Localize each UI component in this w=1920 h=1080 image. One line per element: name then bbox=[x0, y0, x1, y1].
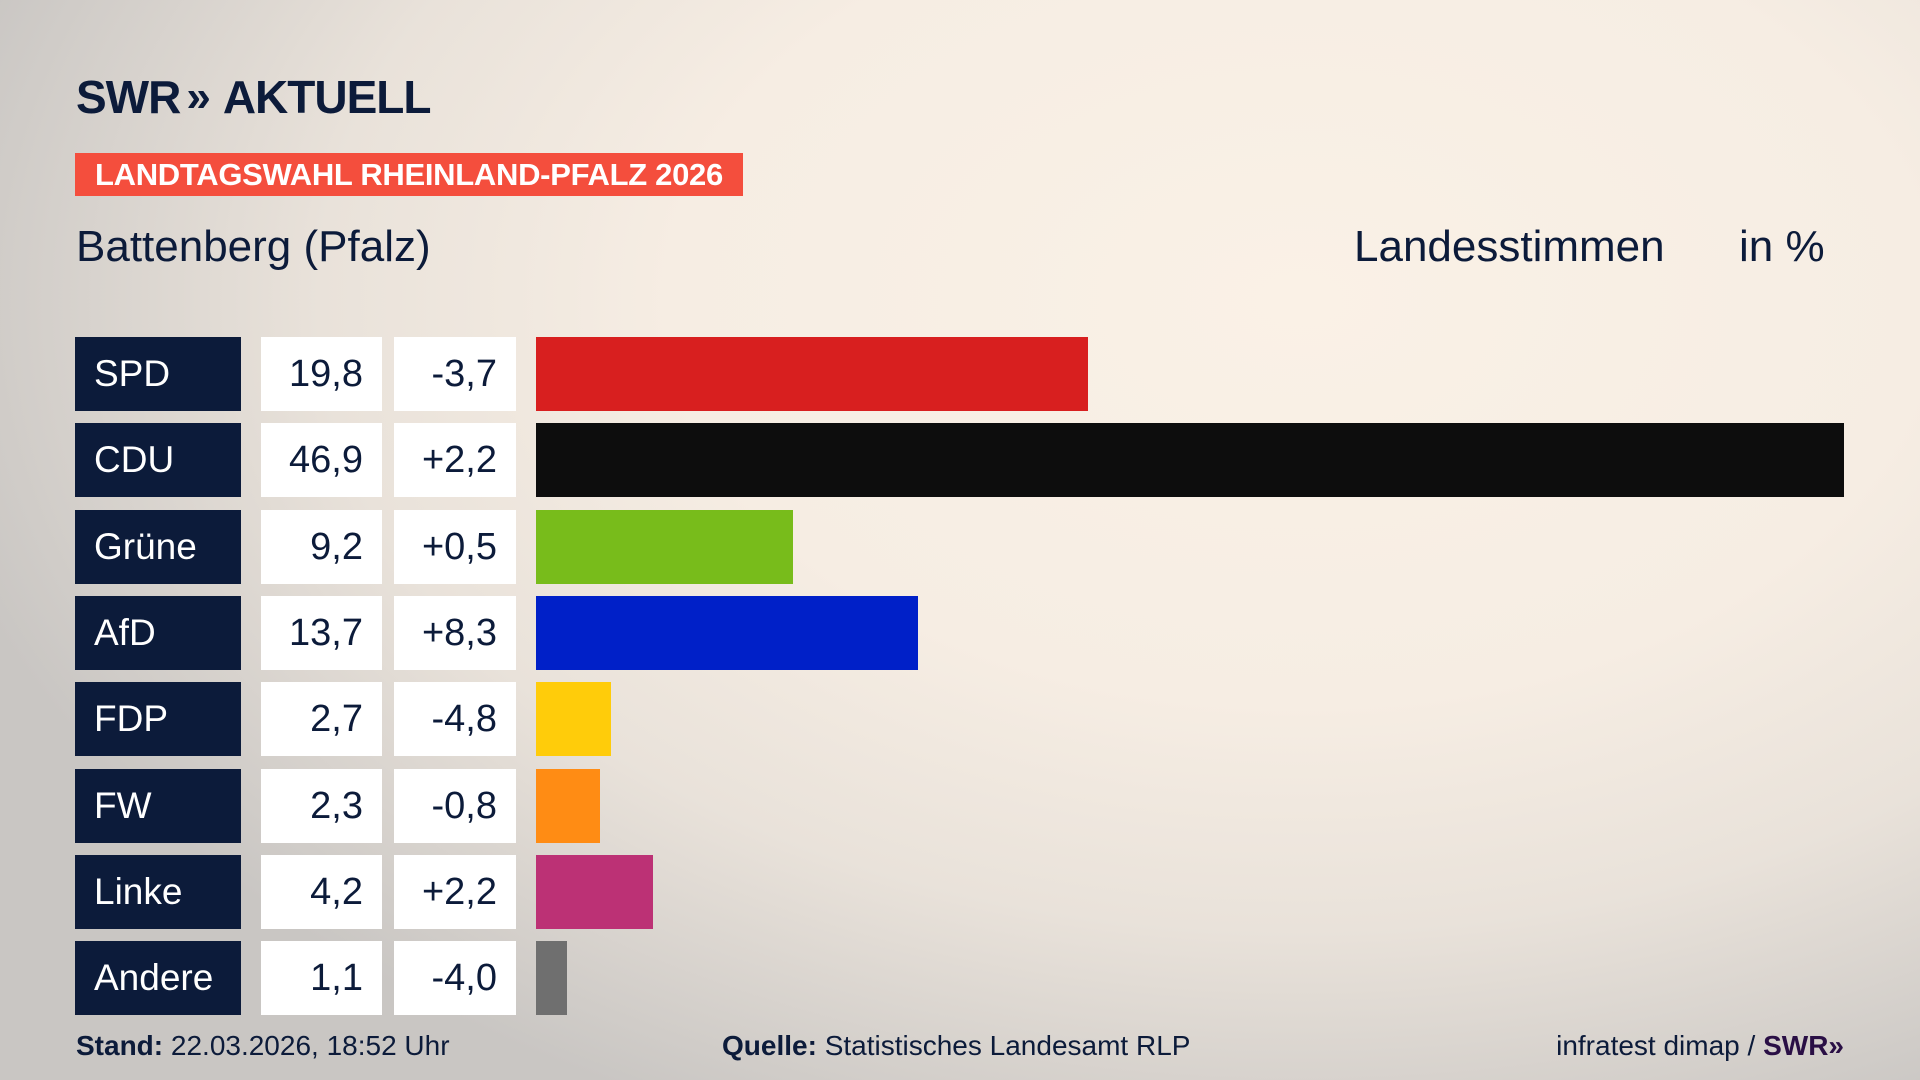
region-title: Battenberg (Pfalz) bbox=[76, 222, 431, 271]
vote-share: 13,7 bbox=[261, 595, 382, 670]
party-label: FW bbox=[75, 768, 241, 843]
vote-change: +2,2 bbox=[394, 854, 516, 929]
party-label: Andere bbox=[75, 941, 241, 1016]
logo-chevron-icon: » bbox=[186, 72, 211, 121]
logo-aktuell: AKTUELL bbox=[222, 71, 432, 123]
source-label: Quelle: bbox=[722, 1030, 817, 1061]
vote-change: +8,3 bbox=[394, 595, 516, 670]
result-row: FW 2,3 -0,8 bbox=[0, 768, 1920, 843]
bar-linke bbox=[536, 854, 654, 929]
party-label: FDP bbox=[75, 682, 241, 757]
measure-label: Landesstimmen bbox=[1354, 222, 1665, 271]
swr-aktuell-logo: SWR » AKTUELL bbox=[76, 70, 432, 124]
vote-share: 46,9 bbox=[261, 423, 382, 498]
bar-fw bbox=[536, 768, 601, 843]
party-label: Linke bbox=[75, 854, 241, 929]
result-row: Andere 1,1 -4,0 bbox=[0, 941, 1920, 1016]
stand-label: Stand: bbox=[76, 1030, 164, 1061]
unit-label: in % bbox=[1739, 222, 1825, 271]
vote-share: 19,8 bbox=[261, 337, 382, 411]
bar-grüne bbox=[536, 509, 793, 584]
result-row: Grüne 9,2 +0,5 bbox=[0, 509, 1920, 584]
party-label: SPD bbox=[75, 337, 241, 411]
party-label: Grüne bbox=[75, 509, 241, 584]
bar-fdp bbox=[536, 682, 612, 757]
timestamp: Stand: 22.03.2026, 18:52 Uhr bbox=[76, 1030, 450, 1062]
result-row: FDP 2,7 -4,8 bbox=[0, 682, 1920, 757]
source: Quelle: Statistisches Landesamt RLP bbox=[722, 1030, 1190, 1062]
source-value: Statistisches Landesamt RLP bbox=[824, 1030, 1191, 1061]
vote-change: -3,7 bbox=[394, 337, 516, 411]
vote-change: +2,2 bbox=[394, 423, 516, 498]
swr-small-logo: SWR» bbox=[1763, 1030, 1844, 1061]
party-label: CDU bbox=[75, 423, 241, 498]
vote-change: +0,5 bbox=[394, 509, 516, 584]
vote-change: -0,8 bbox=[394, 768, 516, 843]
vote-change: -4,0 bbox=[394, 941, 516, 1016]
vote-share: 2,3 bbox=[261, 768, 382, 843]
bar-andere bbox=[536, 941, 567, 1016]
vote-share: 1,1 bbox=[261, 941, 382, 1016]
credit-text: infratest dimap / bbox=[1556, 1030, 1756, 1061]
result-row: AfD 13,7 +8,3 bbox=[0, 595, 1920, 670]
bar-afd bbox=[536, 595, 919, 670]
vote-share: 9,2 bbox=[261, 509, 382, 584]
vote-share: 2,7 bbox=[261, 682, 382, 757]
result-row: Linke 4,2 +2,2 bbox=[0, 854, 1920, 929]
bar-cdu bbox=[536, 423, 1844, 498]
stand-value: 22.03.2026, 18:52 Uhr bbox=[170, 1030, 450, 1061]
bar-spd bbox=[536, 337, 1089, 411]
result-row: SPD 19,8 -3,7 bbox=[0, 337, 1920, 411]
credit: infratest dimap / SWR» bbox=[1556, 1030, 1844, 1062]
logo-swr: SWR bbox=[76, 71, 181, 123]
party-label: AfD bbox=[75, 595, 241, 670]
vote-share: 4,2 bbox=[261, 854, 382, 929]
vote-change: -4,8 bbox=[394, 682, 516, 757]
result-row: CDU 46,9 +2,2 bbox=[0, 423, 1920, 498]
election-banner: LANDTAGSWAHL RHEINLAND-PFALZ 2026 bbox=[75, 153, 743, 196]
